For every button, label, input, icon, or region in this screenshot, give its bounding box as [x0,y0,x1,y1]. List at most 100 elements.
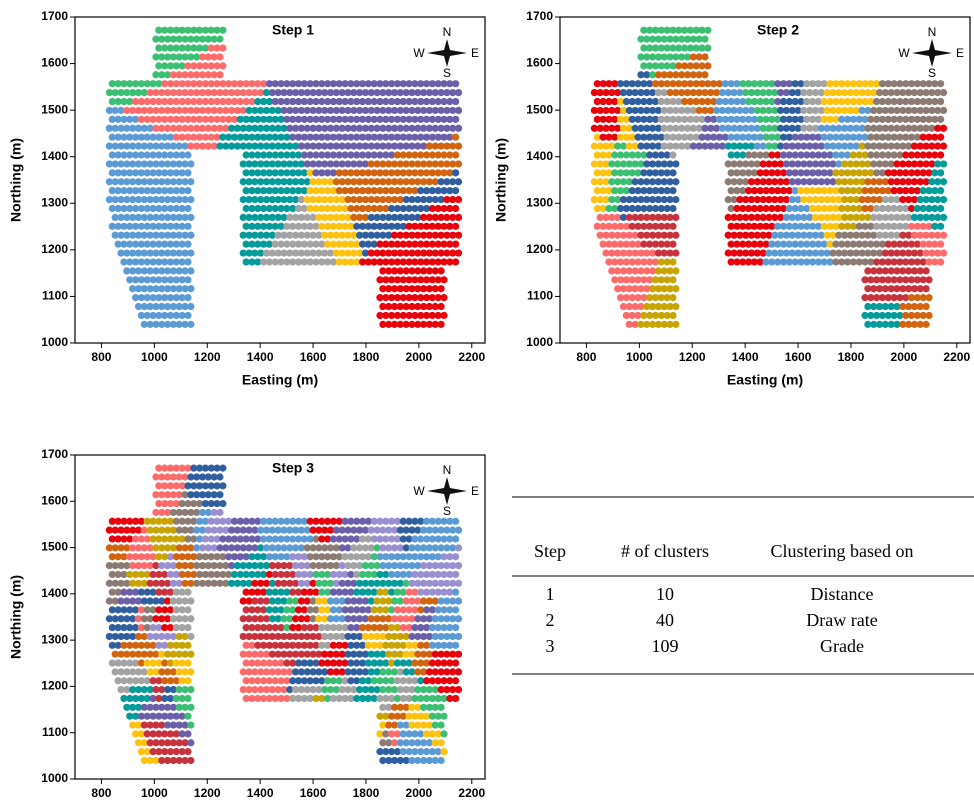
cell [315,561,323,570]
cell [411,535,419,543]
cell [608,142,616,150]
cell [425,178,434,186]
cell [643,285,651,293]
cell [233,142,242,150]
cell [379,526,387,534]
cell [913,97,921,106]
cell [622,151,631,159]
cell [899,178,907,186]
cell [347,115,355,123]
cell [648,195,657,204]
cell [388,240,396,248]
cell [265,623,274,632]
cell [131,115,140,123]
cell [274,249,282,257]
cell [628,97,636,106]
cell [631,267,639,275]
cell [390,231,399,239]
cell [826,133,834,141]
cell [417,641,425,649]
cell [884,294,892,302]
cell [364,570,372,579]
cell [440,748,448,756]
cell [175,686,183,694]
cell [126,258,134,266]
cell [803,222,811,230]
cell [939,106,948,115]
cell [902,258,910,266]
cell [614,195,622,204]
cell [437,89,445,97]
cell [931,115,939,123]
cell [443,650,451,658]
cell [143,204,151,213]
cell [881,231,889,239]
cell [108,570,116,579]
cell [396,106,404,115]
cell [417,97,425,106]
cell [902,311,910,320]
cell [417,276,425,284]
x-tick-label: 1200 [194,350,221,364]
cell [794,106,802,115]
cell [324,97,332,106]
cell [849,97,857,106]
cell [428,187,436,195]
cell [393,535,402,543]
cell [881,302,889,311]
cell [619,231,628,239]
cell [158,579,166,587]
cell [683,35,692,43]
cell [105,89,113,97]
cell [637,320,645,328]
cell [913,187,921,195]
cell [698,44,706,52]
cell [178,204,186,213]
cell [175,579,183,587]
cell [648,89,657,97]
cell [666,285,674,293]
cell [318,553,326,561]
cell [286,650,294,658]
cell [358,97,367,106]
cell [268,231,276,239]
cell [324,570,332,579]
cell [315,668,323,676]
cell [335,222,343,230]
cell [660,195,668,204]
cell [736,106,744,115]
cell [373,561,381,570]
cell [785,80,793,88]
cell [143,276,151,284]
cell [896,204,904,213]
cell [440,294,448,302]
cell [446,588,454,596]
cell [163,579,172,587]
cell [184,26,192,34]
cell [428,659,436,667]
cell [747,160,756,168]
cell [852,213,860,222]
cell [108,151,116,159]
cell [931,222,939,230]
cell [388,606,396,614]
cell [195,80,204,88]
cell [353,80,361,88]
cell [350,650,358,658]
cell [742,89,750,97]
cell [175,526,183,534]
cell [350,213,358,222]
cell [730,249,738,257]
cell [300,133,308,141]
cell [297,686,306,694]
cell [744,115,753,123]
cell [402,526,410,534]
cell [663,133,671,141]
cell [405,311,413,320]
cell [324,115,332,123]
cell [248,588,256,596]
cell [675,62,683,70]
cell [443,597,451,605]
cell [414,267,422,275]
cell [794,231,802,239]
